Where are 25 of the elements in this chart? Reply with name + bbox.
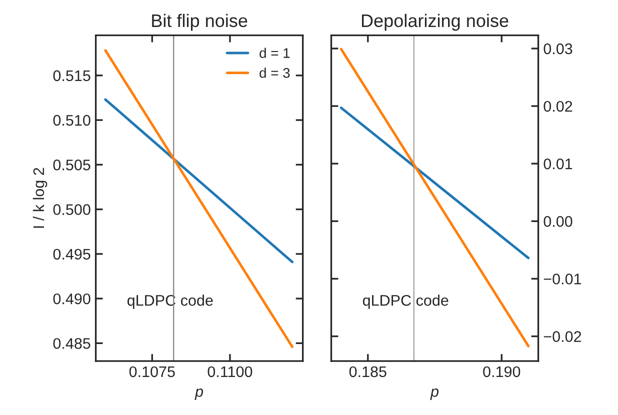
x-axis-title: p <box>194 388 204 400</box>
chart-title: Bit flip noise <box>152 14 248 31</box>
x-tick-label: 0.1075 <box>129 366 175 378</box>
y-tick-label: 0.495 <box>53 248 90 260</box>
annotation: qLDPC code <box>362 294 448 309</box>
x-tick-label: 0.185 <box>349 366 386 378</box>
y-tick-label: −0.02 <box>544 331 582 342</box>
y-tick-label: 0.485 <box>53 338 90 349</box>
y-tick-label: 0.03 <box>544 43 572 54</box>
y-tick-label: 0.01 <box>544 158 572 170</box>
y-tick-label: 0.02 <box>544 100 572 112</box>
x-tick-label: 0.1100 <box>208 366 252 378</box>
y-tick-label: 0.505 <box>53 160 90 170</box>
y-axis-title: I / k log 2 <box>32 168 48 228</box>
chart-title: Depolarizing noise <box>362 14 508 31</box>
x-tick-label: 0.190 <box>483 366 520 378</box>
y-tick-label: 0.00 <box>544 216 572 227</box>
legend-label: d = 1 <box>260 48 290 58</box>
x-axis-title: p <box>430 388 439 400</box>
legend-label: d = 3 <box>260 68 290 78</box>
y-tick-label: 0.515 <box>53 70 90 82</box>
y-tick-label: 0.500 <box>53 204 90 216</box>
y-tick-label: −0.01 <box>544 274 582 284</box>
y-tick-label: 0.490 <box>53 293 90 304</box>
y-tick-label: 0.510 <box>53 114 90 126</box>
